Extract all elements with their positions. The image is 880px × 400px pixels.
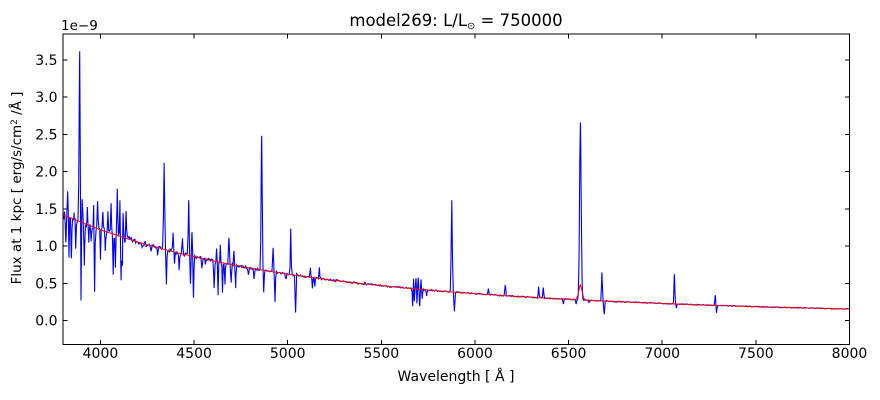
x-axis-label: Wavelength [ Å ] [397, 369, 515, 385]
y-axis-label-post: /Å ] [9, 91, 25, 120]
y-tick-label: 2.5 [35, 127, 57, 143]
axes-frame [62, 33, 850, 345]
x-tick-label: 6500 [551, 346, 587, 362]
chart-title-prefix: model269: L/L [349, 11, 468, 30]
solar-luminosity-symbol: ⊙ [467, 20, 476, 32]
chart-title: model269: L/L⊙ = 750000 [349, 11, 562, 32]
y-tick-label: 0.0 [35, 314, 57, 330]
chart-title-suffix: = 750000 [475, 11, 563, 30]
y-tick-label: 0.5 [35, 276, 57, 292]
x-tick-label: 4000 [83, 346, 119, 362]
y-axis-label-pre: Flux at 1 kpc [ erg/s/cm [9, 124, 25, 285]
y-axis-label: Flux at 1 kpc [ erg/s/cm2 /Å ] [9, 92, 25, 285]
y-tick-label: 2.0 [35, 165, 57, 181]
y-tick-label: 1.0 [35, 239, 57, 255]
x-tick-label: 5500 [364, 346, 400, 362]
x-tick-label: 5000 [270, 346, 306, 362]
plot-data-layer [63, 51, 850, 315]
x-tick-label: 7500 [738, 346, 774, 362]
model-fit-line [63, 214, 850, 310]
y-tick-label: 1.5 [35, 202, 57, 218]
x-tick-label: 7000 [644, 346, 680, 362]
x-tick-label: 6000 [457, 346, 493, 362]
x-tick-label: 8000 [832, 346, 868, 362]
x-tick-label: 4500 [176, 346, 212, 362]
y-axis-offset-text: 1e−9 [61, 18, 98, 34]
y-tick-label: 3.5 [35, 53, 57, 69]
y-tick-label: 3.0 [35, 90, 57, 106]
y-axis-label-exponent: 2 [10, 119, 21, 125]
